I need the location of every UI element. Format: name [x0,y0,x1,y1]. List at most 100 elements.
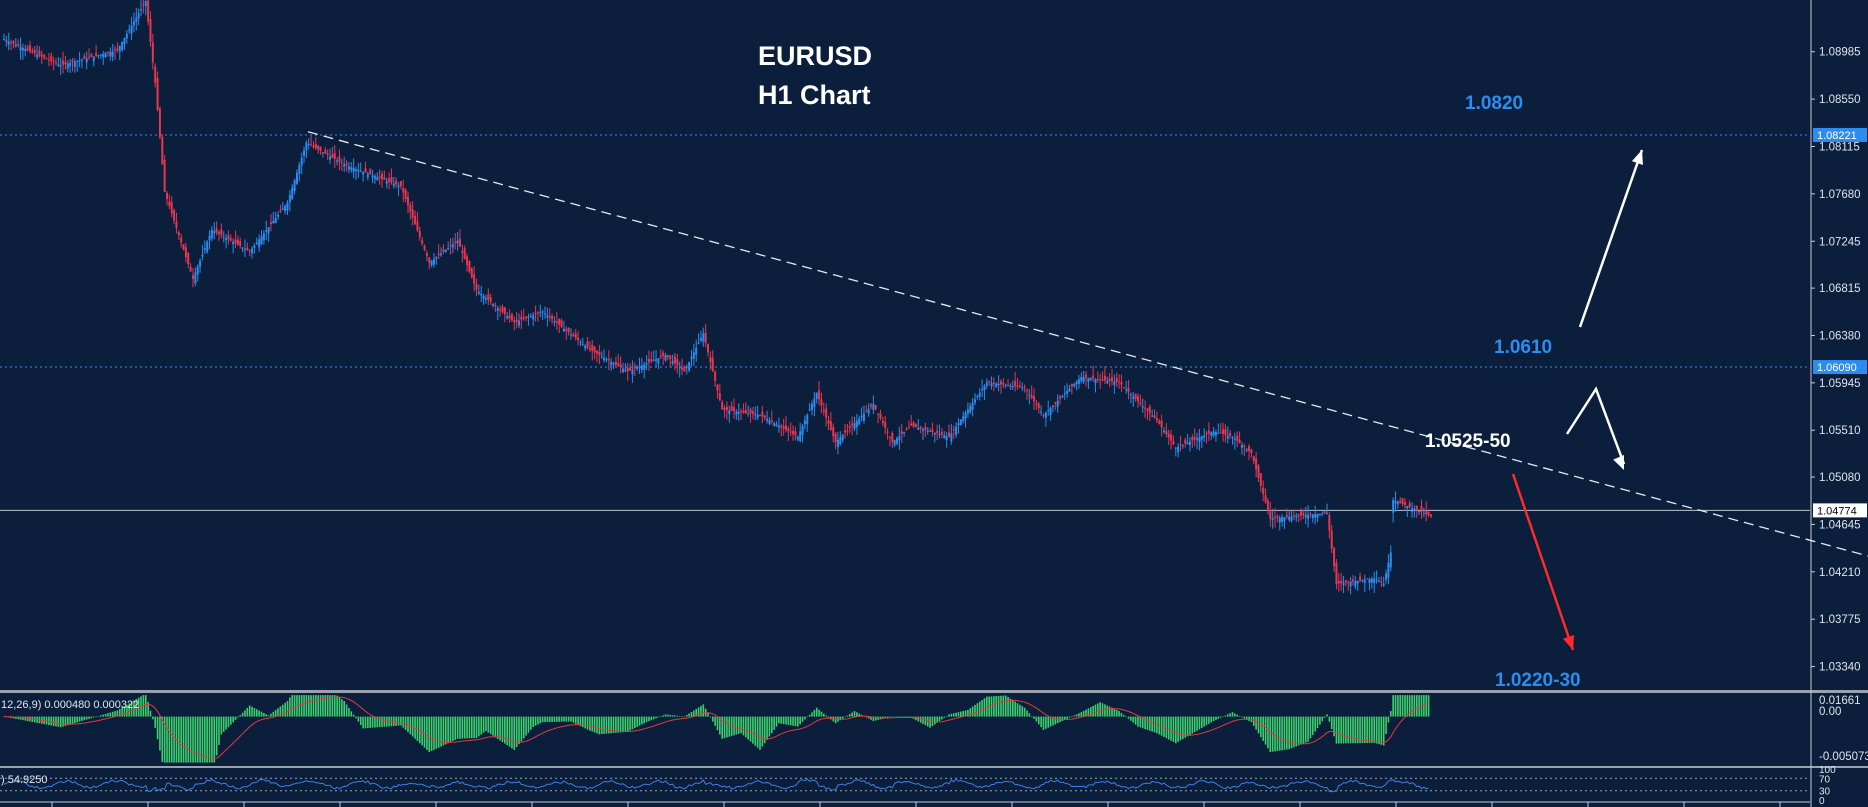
macd-bar [853,711,856,717]
candle-body [170,202,173,214]
candle-body [513,320,516,323]
candle-body [1330,530,1333,549]
macd-bar [369,716,371,728]
candle-body [1269,510,1272,519]
macd-bar [326,695,329,717]
candle-body [1054,402,1057,404]
candle-body [225,237,228,241]
macd-indicator-label: 12,26,9) 0.000480 0.000322 [1,699,140,711]
macd-bar [926,716,929,727]
macd-bar [187,716,190,763]
macd-bar [419,716,421,744]
candle-body [1122,386,1125,388]
macd-bar [1411,695,1413,717]
macd-bar [515,716,518,748]
candle-body [373,176,376,180]
candle-body [768,420,771,424]
candle-body [1075,381,1078,385]
candle-body [1035,403,1038,405]
price-axis-tick-label: 1.08550 [1819,94,1861,106]
macd-bar [485,716,487,732]
price-axis-tick-label: 1.04210 [1819,567,1861,579]
macd-bar [449,716,452,743]
candle-body [751,411,754,414]
macd-bar [522,716,525,739]
macd-bar [409,716,412,735]
candle-body [1274,517,1277,519]
macd-bar [1267,716,1269,749]
candle-body [728,410,731,415]
macd-bar [163,716,166,763]
macd-bar [1264,716,1267,745]
candle-body [234,239,237,244]
macd-bar [1397,695,1399,717]
macd-bar [118,708,121,717]
macd-bar [582,716,584,728]
candle-body [1203,435,1206,438]
macd-bar [1061,716,1064,722]
macd-bar [1281,716,1283,751]
candle-body [147,0,150,22]
candle-body [612,363,615,365]
macd-bar [220,716,223,735]
candle-body [1127,387,1130,392]
candle-body [855,420,858,427]
candle-body [598,351,601,356]
macd-bar [1073,715,1076,717]
level-label-1-0610: 1.0610 [1494,337,1553,358]
candle-body [1427,511,1430,516]
candle-body [239,240,242,247]
candle-body [610,361,613,366]
macd-bar [459,716,461,739]
macd-bar [1359,716,1361,744]
macd-bar [752,716,754,744]
candle-body [848,426,851,428]
candle-body [1044,412,1047,418]
candle-body [1283,517,1286,521]
candle-body [73,61,76,68]
candle-body [931,429,934,432]
trendline-dashed [307,131,1868,557]
macd-bar [248,705,251,717]
candle-body [161,136,164,165]
candle-body [789,431,792,433]
macd-bar [1366,716,1368,743]
macd-bar [584,716,586,729]
macd-bar [50,716,53,726]
candle-body [924,427,927,430]
macd-bar [820,711,823,717]
candle-body [57,64,60,66]
candle-body [1248,446,1251,452]
macd-bar [1243,716,1246,719]
candle-body [558,318,561,325]
macd-bar [109,712,112,717]
candle-body [1370,578,1373,583]
macd-bar [1418,695,1420,717]
candle-body [217,231,220,234]
macd-bar [284,702,286,717]
macd-bar [1156,716,1158,734]
candle-body [503,307,506,315]
macd-bar [239,715,242,717]
macd-bar [468,716,471,739]
macd-bar [546,716,549,723]
candle-body [813,398,816,408]
candle-body [896,438,899,444]
candle-body [678,367,681,369]
macd-bar [1182,716,1184,740]
candle-body [884,421,887,428]
price-pane [0,0,1810,690]
macd-bar [846,715,849,717]
macd-bar [170,716,173,763]
macd-bar [1354,716,1357,744]
candle-body [1373,578,1376,584]
candle-body [666,354,669,358]
candle-body [544,313,547,315]
macd-bar [1082,710,1085,717]
candle-body [1087,377,1090,382]
macd-bar [494,716,497,738]
macd-bar [1198,716,1201,730]
macd-bar [719,716,721,735]
macd-bar [839,716,842,721]
